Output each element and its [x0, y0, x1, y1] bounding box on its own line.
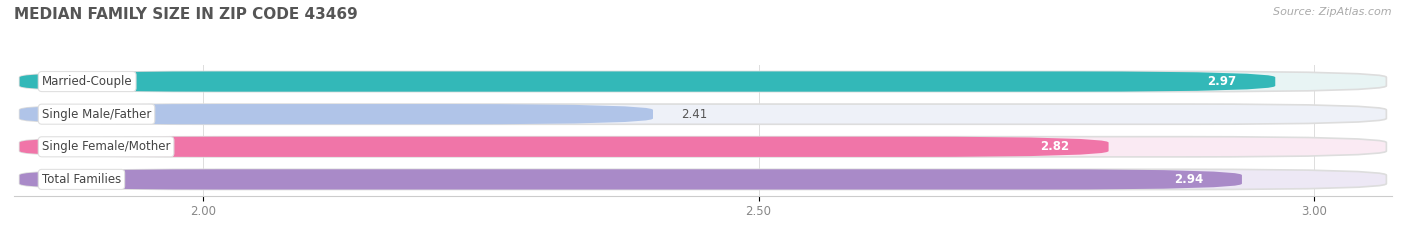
Text: Married-Couple: Married-Couple: [42, 75, 132, 88]
Text: Single Male/Father: Single Male/Father: [42, 108, 152, 121]
FancyBboxPatch shape: [20, 104, 652, 124]
Text: 2.41: 2.41: [681, 108, 707, 121]
FancyBboxPatch shape: [20, 137, 1386, 157]
Text: 2.97: 2.97: [1208, 75, 1236, 88]
Text: MEDIAN FAMILY SIZE IN ZIP CODE 43469: MEDIAN FAMILY SIZE IN ZIP CODE 43469: [14, 7, 357, 22]
FancyBboxPatch shape: [20, 137, 1108, 157]
Text: Single Female/Mother: Single Female/Mother: [42, 140, 170, 153]
Text: 2.82: 2.82: [1040, 140, 1070, 153]
Text: Source: ZipAtlas.com: Source: ZipAtlas.com: [1274, 7, 1392, 17]
FancyBboxPatch shape: [20, 72, 1275, 92]
FancyBboxPatch shape: [20, 104, 1386, 124]
Text: Total Families: Total Families: [42, 173, 121, 186]
Text: 2.94: 2.94: [1174, 173, 1204, 186]
FancyBboxPatch shape: [20, 169, 1386, 189]
FancyBboxPatch shape: [20, 169, 1241, 189]
FancyBboxPatch shape: [20, 72, 1386, 92]
